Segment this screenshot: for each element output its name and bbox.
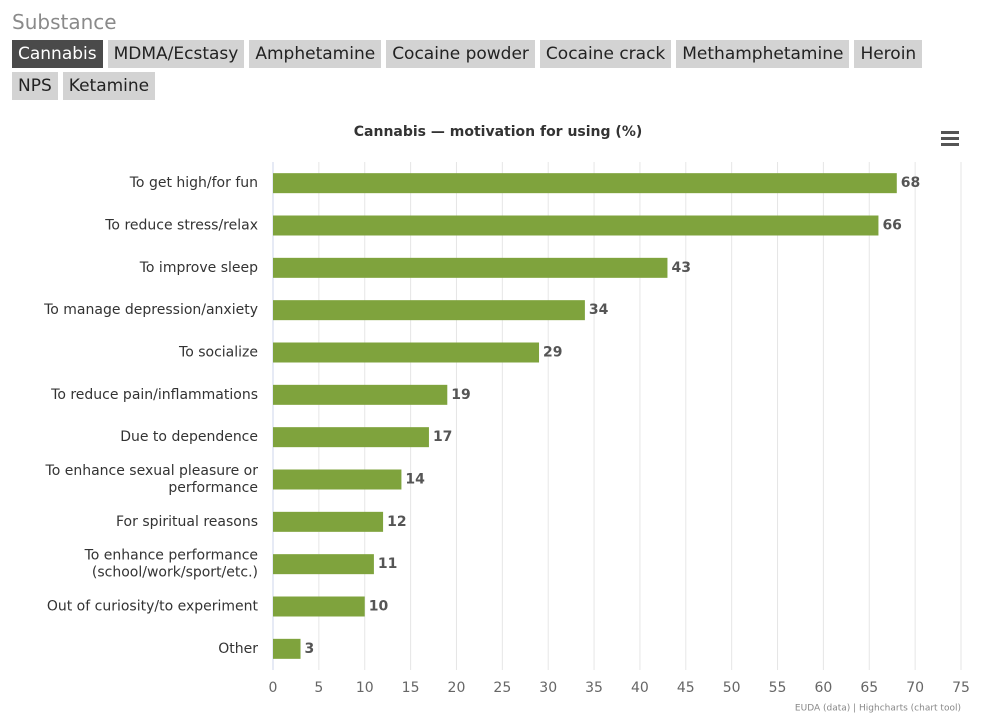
bar	[273, 173, 897, 194]
x-tick-label: 65	[860, 680, 878, 696]
y-tick-label: To reduce stress/relax	[104, 218, 258, 234]
substance-tab[interactable]: Amphetamine	[249, 40, 382, 68]
label-line: To enhance performance	[84, 548, 258, 564]
label-line: To reduce stress/relax	[104, 218, 258, 234]
y-tick-label: For spiritual reasons	[116, 514, 258, 530]
bar	[273, 342, 540, 363]
x-tick-label: 40	[631, 680, 649, 696]
bar	[273, 511, 384, 532]
data-label: 66	[882, 218, 901, 234]
label-line: Due to dependence	[120, 429, 258, 445]
label-line: To manage depression/anxiety	[43, 302, 258, 318]
tab-row: Cannabis MDMA/Ecstasy Amphetamine Cocaine p…	[12, 40, 972, 100]
bar	[273, 638, 301, 659]
bar	[273, 554, 374, 575]
menu-icon-line[interactable]	[941, 137, 959, 140]
substance-tab[interactable]: Cannabis	[12, 40, 103, 68]
x-tick-label: 60	[814, 680, 832, 696]
y-tick-label: To enhance sexual pleasure or performance	[45, 463, 259, 496]
data-label: 10	[369, 599, 389, 615]
bar	[273, 596, 365, 617]
bar	[273, 427, 429, 448]
data-label: 14	[405, 472, 425, 488]
bar	[273, 384, 448, 405]
data-label: 29	[543, 345, 562, 361]
y-tick-label: To enhance performance (school/work/sport…	[84, 548, 258, 581]
data-label: 19	[451, 387, 470, 403]
bar	[273, 257, 668, 278]
selector-label: Substance	[12, 10, 117, 34]
x-tick-label: 0	[269, 680, 278, 696]
credits: EUDA (data) | Highcharts (chart tool)	[795, 704, 961, 714]
y-tick-label: To get high/for fun	[129, 175, 258, 191]
label-line: To socialize	[178, 345, 258, 361]
y-tick-label: To manage depression/anxiety	[43, 302, 258, 318]
label-line: To get high/for fun	[129, 175, 258, 191]
substance-selector: Substance Cannabis MDMA/Ecstasy Amphetamin…	[12, 10, 972, 100]
substance-tab[interactable]: MDMA/Ecstasy	[107, 40, 245, 68]
bar	[273, 469, 402, 490]
chart-title: Cannabis — motivation for using (%)	[354, 124, 643, 140]
substance-tab[interactable]: Cocaine crack	[539, 40, 672, 68]
data-label: 34	[589, 302, 609, 318]
substance-tab[interactable]: NPS	[12, 72, 58, 100]
data-label: 12	[387, 514, 406, 530]
y-tick-label: To socialize	[178, 345, 258, 361]
data-label: 3	[305, 641, 315, 657]
label-line: (school/work/sport/etc.)	[92, 565, 258, 581]
x-tick-label: 45	[677, 680, 695, 696]
x-tick-label: 75	[952, 680, 970, 696]
y-tick-label: To reduce pain/inflammations	[50, 387, 258, 403]
x-tick-label: 70	[906, 680, 924, 696]
x-tick-label: 10	[356, 680, 374, 696]
x-tick-label: 35	[585, 680, 603, 696]
bar	[273, 215, 879, 236]
bar	[273, 300, 585, 321]
menu-button[interactable]	[941, 131, 959, 146]
substance-tab[interactable]: Heroin	[854, 40, 923, 68]
label-line: For spiritual reasons	[116, 514, 258, 530]
label-line: To reduce pain/inflammations	[50, 387, 258, 403]
x-tick-label: 55	[769, 680, 787, 696]
menu-icon-line[interactable]	[941, 131, 959, 134]
label-line: Out of curiosity/to experiment	[47, 599, 259, 615]
x-tick-label: 25	[493, 680, 511, 696]
data-label: 11	[378, 556, 397, 572]
y-tick-label: To improve sleep	[139, 260, 258, 276]
x-tick-label: 15	[402, 680, 420, 696]
substance-tab[interactable]: Methamphetamine	[676, 40, 850, 68]
x-tick-label: 50	[723, 680, 741, 696]
x-tick-label: 20	[448, 680, 466, 696]
y-tick-label: Out of curiosity/to experiment	[47, 599, 259, 615]
menu-icon-line[interactable]	[941, 143, 959, 146]
label-line: To improve sleep	[139, 260, 258, 276]
y-tick-label: Other	[218, 641, 258, 657]
data-label: 17	[433, 429, 452, 445]
x-tick-label: 30	[539, 680, 557, 696]
label-line: performance	[168, 480, 258, 496]
data-label: 43	[671, 260, 690, 276]
label-line: Other	[218, 641, 258, 657]
y-tick-label: Due to dependence	[120, 429, 258, 445]
data-label: 68	[901, 175, 920, 191]
substance-tab[interactable]: Ketamine	[62, 72, 156, 100]
label-line: To enhance sexual pleasure or	[45, 463, 259, 479]
substance-tab[interactable]: Cocaine powder	[386, 40, 535, 68]
x-tick-label: 5	[314, 680, 323, 696]
